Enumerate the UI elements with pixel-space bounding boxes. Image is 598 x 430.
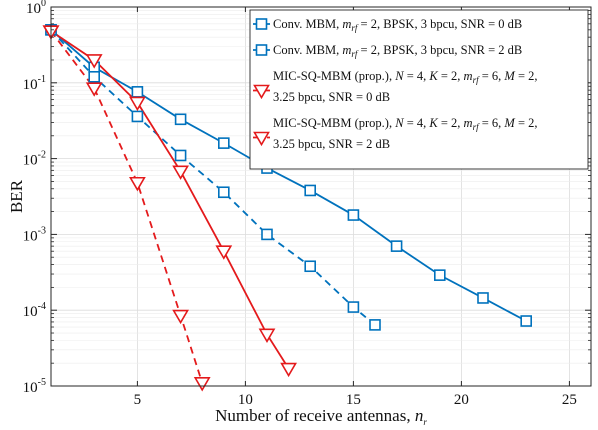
legend: Conv. MBM, mrf = 2, BPSK, 3 bpcu, SNR = … — [249, 9, 589, 170]
series-1-point — [390, 240, 403, 252]
series-1-point — [174, 113, 187, 126]
legend-label-4-line2: 3.25 bpcu, SNR = 2 dB — [273, 137, 390, 151]
x-axis-label-var: n — [415, 406, 424, 425]
x-axis-label-text: Number of receive antennas, — [215, 406, 415, 425]
y-tick-exponent: -4 — [38, 301, 46, 312]
axis-ticks — [51, 6, 591, 387]
legend-label-2: Conv. MBM, mrf = 2, BPSK, 3 bpcu, SNR = … — [273, 43, 522, 59]
y-tick-base: 10 — [23, 77, 38, 93]
y-tick-label: 100 — [26, 0, 46, 17]
legend-label-4: MIC-SQ-MBM (prop.), N = 4, K = 2, mrf = … — [273, 116, 538, 132]
y-tick-exponent: -1 — [38, 74, 46, 85]
series-line-1 — [50, 29, 527, 322]
y-tick-base: 10 — [23, 153, 38, 169]
y-tick-exponent: -3 — [38, 225, 46, 236]
y-tick-exponent: 0 — [41, 0, 46, 9]
x-tick-label: 15 — [346, 392, 361, 408]
series-1-point — [477, 292, 489, 304]
series-3-point — [215, 245, 233, 260]
x-tick-label: 5 — [134, 392, 142, 408]
legend-label-1: Conv. MBM, mrf = 2, BPSK, 3 bpcu, SNR = … — [273, 17, 522, 33]
series-2-point — [304, 260, 317, 273]
legend-marker-1 — [255, 18, 268, 30]
x-tick-label: 25 — [562, 392, 577, 408]
series-1-point — [520, 315, 533, 327]
series-3-point — [172, 165, 189, 180]
series-2-point — [369, 319, 381, 331]
series-2-point — [174, 149, 187, 162]
y-tick-label: 10-4 — [23, 301, 46, 320]
y-tick-base: 10 — [26, 1, 41, 17]
y-tick-base: 10 — [23, 380, 38, 396]
x-tick-labels: 5 10 15 20 25 — [134, 392, 577, 408]
y-tick-label: 10-3 — [23, 225, 46, 244]
y-tick-label: 10-1 — [23, 74, 46, 93]
legend-box — [249, 9, 589, 170]
series-2-point — [218, 186, 230, 199]
series-4-point — [129, 176, 146, 192]
x-axis-label: Number of receive antennas, nr — [215, 406, 427, 427]
series-line-4 — [50, 30, 204, 384]
legend-marker-3 — [253, 84, 270, 100]
series-1-point — [433, 269, 446, 281]
series-4-point — [172, 309, 189, 325]
y-tick-base: 10 — [23, 304, 38, 320]
y-tick-exponent: -5 — [38, 377, 46, 388]
series-3-point — [258, 328, 276, 343]
series-2-point — [88, 70, 100, 83]
legend-label-3-line2: 3.25 bpcu, SNR = 0 dB — [273, 90, 390, 104]
series-1-point — [304, 184, 317, 197]
x-axis-label-sub: r — [423, 417, 427, 427]
x-tick-label: 10 — [238, 392, 253, 408]
series-2-point — [261, 228, 273, 241]
series-4-point — [85, 82, 103, 97]
series-3-point — [280, 362, 297, 378]
legend-marker-4 — [253, 131, 270, 147]
y-tick-label: 10-2 — [23, 150, 46, 169]
y-tick-base: 10 — [23, 228, 38, 244]
y-axis-label: BER — [7, 179, 26, 213]
plot-frame — [50, 6, 592, 387]
series-1-point — [218, 137, 230, 149]
legend-marker-2 — [255, 44, 268, 56]
series-3-point — [129, 96, 146, 112]
series-2-point — [347, 301, 360, 313]
series-4-point — [193, 377, 211, 392]
series-1-point — [347, 209, 360, 221]
y-tick-exponent: -2 — [38, 150, 46, 161]
series-2-point — [131, 110, 144, 123]
legend-label-3: MIC-SQ-MBM (prop.), N = 4, K = 2, mrf = … — [273, 69, 538, 85]
x-tick-label: 20 — [454, 392, 469, 408]
series-3-point — [85, 54, 103, 69]
y-tick-label: 10-5 — [23, 377, 46, 396]
series-1-point — [131, 86, 144, 98]
